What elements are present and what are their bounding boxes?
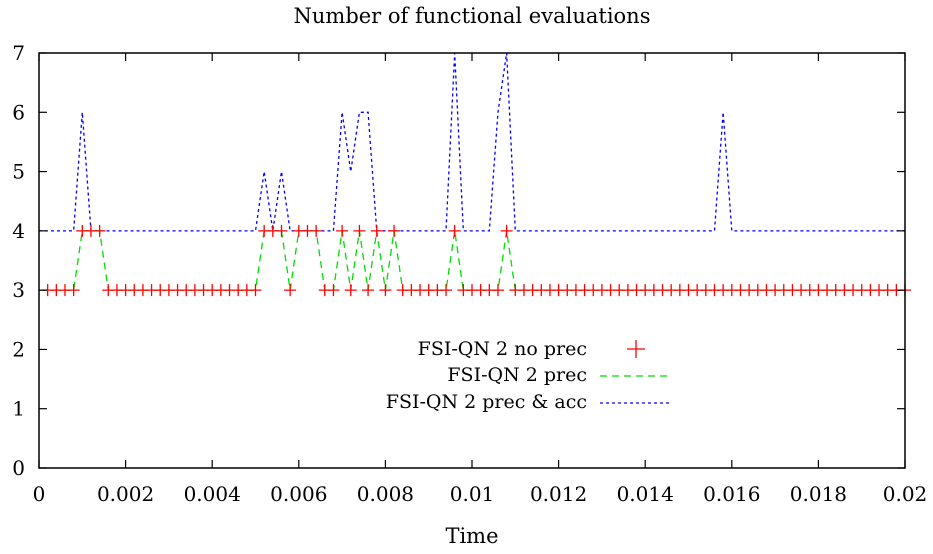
data-point bbox=[362, 284, 375, 297]
data-point bbox=[344, 284, 357, 297]
legend-label-1: FSI-QN 2 prec bbox=[447, 364, 587, 386]
data-point bbox=[388, 224, 401, 237]
y-tick-label: 7 bbox=[12, 41, 25, 65]
x-tick-label: 0.004 bbox=[184, 482, 241, 506]
data-point bbox=[67, 284, 80, 297]
x-tick-label: 0.012 bbox=[530, 482, 587, 506]
data-point bbox=[327, 284, 340, 297]
series-line-1 bbox=[39, 230, 905, 291]
legend-label-2: FSI-QN 2 prec & acc bbox=[386, 391, 587, 413]
y-tick-label: 5 bbox=[12, 160, 25, 184]
y-tick-label: 0 bbox=[12, 456, 25, 480]
y-tick-label: 1 bbox=[12, 397, 25, 421]
data-point bbox=[284, 284, 297, 297]
series-line-2 bbox=[39, 52, 905, 232]
y-tick-label: 2 bbox=[12, 337, 25, 361]
y-tick-label: 3 bbox=[12, 278, 25, 302]
x-tick-label: 0.006 bbox=[270, 482, 327, 506]
y-tick-label: 4 bbox=[12, 219, 25, 243]
x-tick-label: 0.016 bbox=[703, 482, 760, 506]
data-point bbox=[440, 284, 453, 297]
plot-area bbox=[39, 52, 911, 297]
x-tick-label: 0.01 bbox=[450, 482, 495, 506]
y-tick-label: 6 bbox=[12, 100, 25, 124]
data-point bbox=[336, 224, 349, 237]
x-tick-label: 0.02 bbox=[883, 482, 928, 506]
legend-sample-0 bbox=[627, 340, 645, 358]
legend-label-0: FSI-QN 2 no prec bbox=[418, 338, 587, 360]
x-tick-label: 0.002 bbox=[97, 482, 154, 506]
x-tick-label: 0.008 bbox=[357, 482, 414, 506]
data-point bbox=[310, 224, 323, 237]
data-point bbox=[491, 284, 504, 297]
data-point bbox=[448, 224, 461, 237]
data-point bbox=[93, 224, 106, 237]
data-point bbox=[370, 224, 383, 237]
legend-marker-plus bbox=[627, 340, 645, 358]
data-point bbox=[379, 284, 392, 297]
legend: FSI-QN 2 no prec FSI-QN 2 prec FSI-QN 2 … bbox=[386, 338, 671, 413]
x-tick-label: 0 bbox=[33, 482, 46, 506]
data-point bbox=[353, 224, 366, 237]
x-tick-label: 0.014 bbox=[617, 482, 674, 506]
data-point bbox=[249, 284, 262, 297]
x-tick-label: 0.018 bbox=[790, 482, 847, 506]
data-point bbox=[275, 224, 288, 237]
x-axis-label: Time bbox=[445, 524, 498, 548]
data-point bbox=[500, 224, 513, 237]
x-axis: 0 0.002 0.004 0.006 0.008 0.01 0.012 0.014 0.016… bbox=[33, 53, 928, 506]
y-axis: 0 1 2 3 4 5 6 7 bbox=[12, 41, 905, 480]
chart-title: Number of functional evaluations bbox=[294, 4, 651, 28]
